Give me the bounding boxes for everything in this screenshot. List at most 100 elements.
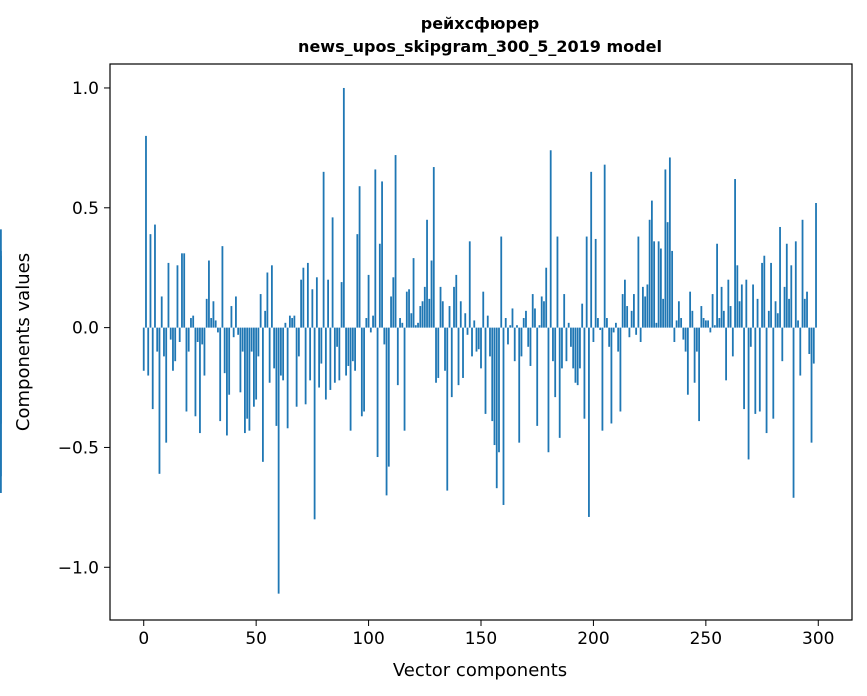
bar xyxy=(354,327,356,371)
bar xyxy=(648,219,651,328)
bar xyxy=(457,327,460,386)
bar xyxy=(774,301,777,328)
bar xyxy=(576,327,579,386)
bar xyxy=(797,320,799,328)
bar xyxy=(527,327,530,347)
bar xyxy=(264,310,267,328)
bar xyxy=(536,327,539,426)
bar xyxy=(235,296,237,328)
bar xyxy=(192,315,195,328)
bar xyxy=(145,135,147,328)
y-tick-label: −1.0 xyxy=(58,558,99,578)
bar xyxy=(205,298,208,328)
bar xyxy=(169,327,172,340)
bar xyxy=(338,327,341,381)
bar xyxy=(473,320,476,328)
bar xyxy=(253,327,255,407)
bar xyxy=(482,291,485,328)
bar xyxy=(552,327,554,362)
bar xyxy=(345,327,347,376)
bar xyxy=(385,327,388,496)
y-axis-label: Components values xyxy=(13,253,34,431)
bar xyxy=(772,327,775,419)
bar xyxy=(228,327,231,395)
bar xyxy=(187,327,190,352)
bar xyxy=(244,327,246,434)
bar xyxy=(426,219,428,328)
bar xyxy=(547,327,550,453)
bar xyxy=(558,327,561,438)
bar xyxy=(165,327,168,443)
bar xyxy=(668,157,671,328)
bar xyxy=(518,327,521,443)
bar xyxy=(185,327,188,412)
bar xyxy=(682,327,685,340)
bar xyxy=(396,327,399,386)
bar xyxy=(401,322,404,328)
bar xyxy=(633,294,635,328)
bar xyxy=(727,279,730,328)
bar xyxy=(583,327,586,419)
bar xyxy=(673,327,676,342)
bar xyxy=(655,322,658,328)
bar xyxy=(776,313,779,328)
bar xyxy=(754,327,757,414)
bar xyxy=(268,327,271,383)
bar xyxy=(464,313,467,328)
bar xyxy=(790,265,793,328)
bar xyxy=(812,327,815,364)
bar xyxy=(601,327,604,431)
bar xyxy=(437,327,440,378)
bar xyxy=(709,327,712,333)
bar xyxy=(549,150,552,328)
bar xyxy=(639,327,642,342)
bar xyxy=(799,327,802,376)
bar xyxy=(713,325,716,328)
bar xyxy=(421,301,424,328)
bar xyxy=(783,286,786,328)
bar xyxy=(563,294,566,328)
bar xyxy=(381,181,383,328)
bar xyxy=(513,327,516,362)
bar xyxy=(498,327,500,453)
bar xyxy=(378,243,381,328)
bar xyxy=(419,306,422,328)
bar xyxy=(410,313,413,328)
bar xyxy=(309,327,312,381)
bar xyxy=(183,253,186,328)
bar xyxy=(635,327,638,335)
bar xyxy=(720,286,723,328)
bar xyxy=(369,327,372,333)
bar xyxy=(217,327,219,333)
y-axis-ticks: 1.0 0.5 0.0 −0.5 −1.0 xyxy=(58,79,110,578)
bar xyxy=(390,296,392,328)
bar xyxy=(743,327,745,410)
bar xyxy=(695,327,698,352)
bar xyxy=(190,318,192,328)
bar xyxy=(372,315,374,328)
bar xyxy=(666,222,669,328)
bar xyxy=(770,262,772,328)
bar xyxy=(502,327,505,505)
bar xyxy=(273,327,276,369)
bar xyxy=(788,298,790,328)
bar xyxy=(199,327,201,434)
y-tick-label: −0.5 xyxy=(58,438,99,458)
bar xyxy=(214,320,217,328)
bar xyxy=(579,327,581,369)
bar xyxy=(785,243,788,328)
bar xyxy=(360,327,363,417)
bar xyxy=(781,327,784,362)
bar xyxy=(286,327,289,429)
bar xyxy=(403,327,406,431)
bar xyxy=(522,318,525,328)
bar xyxy=(516,325,518,328)
bar xyxy=(475,327,478,352)
bar xyxy=(615,322,617,328)
bar xyxy=(333,327,336,383)
bar xyxy=(740,284,743,328)
bar xyxy=(212,301,215,328)
bar xyxy=(662,298,665,328)
bar xyxy=(520,327,523,357)
